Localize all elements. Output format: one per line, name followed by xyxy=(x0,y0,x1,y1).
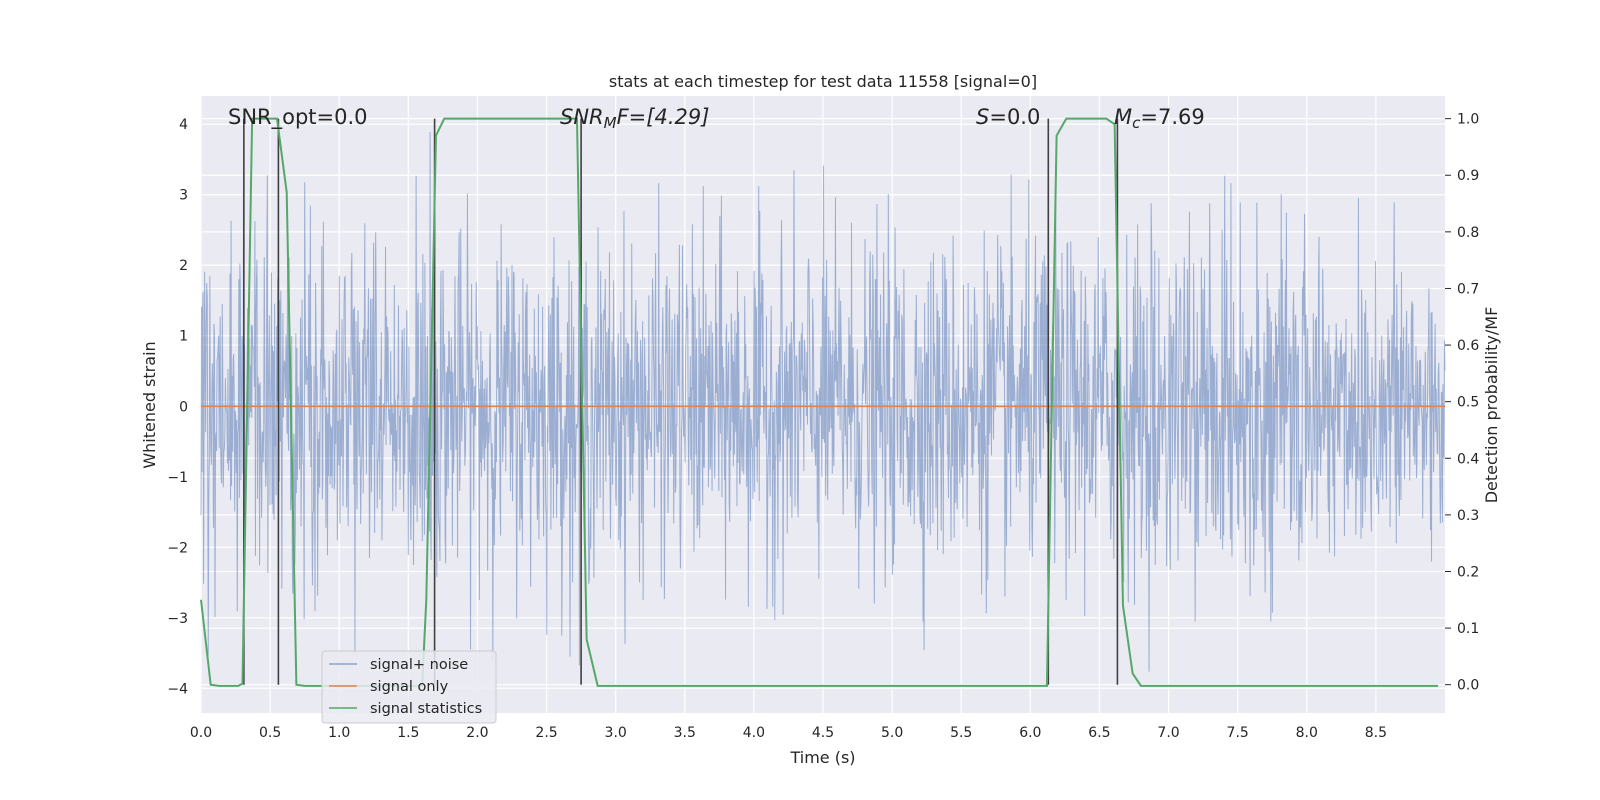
x-tick-label: 8.5 xyxy=(1365,725,1387,741)
x-axis-ticks: 0.0 0.5 1.0 1.5 2.0 2.5 3.0 3.5 4.0 4.5 5.0 5.5 6.0 6… xyxy=(190,725,1387,741)
y2-tick-label: 0.0 xyxy=(1457,678,1479,694)
y-tick-label: 3 xyxy=(179,188,188,204)
annotation-snr-mf-sub: M xyxy=(604,114,617,132)
x-tick-label: 3.5 xyxy=(674,725,696,741)
annotation-snr-mf-rest: F=[4.29] xyxy=(617,105,710,129)
legend: signal+ noise signal only signal statist… xyxy=(321,650,497,724)
y-tick-label: −3 xyxy=(167,611,188,627)
x-axis-label: Time (s) xyxy=(789,748,855,767)
x-tick-label: 1.5 xyxy=(397,725,419,741)
x-tick-label: 5.5 xyxy=(950,725,972,741)
y2-tick-label: 0.3 xyxy=(1457,508,1479,524)
y-tick-label: 2 xyxy=(179,258,188,274)
y-axis-label: Whitened strain xyxy=(140,341,159,468)
y2-tick-label: 0.9 xyxy=(1457,168,1479,184)
x-tick-label: 7.5 xyxy=(1227,725,1249,741)
y2-tick-label: 0.1 xyxy=(1457,621,1479,637)
series-signal-statistics xyxy=(200,117,1439,687)
x-tick-label: 5.0 xyxy=(881,725,903,741)
y-tick-label: 0 xyxy=(179,399,188,415)
y2-axis-ticks: 1.0 0.9 0.8 0.7 0.6 0.5 0.4 0.3 0.2 0.1 0.0 xyxy=(1445,112,1479,694)
series-signal-noise xyxy=(200,131,1446,672)
y-tick-label: −4 xyxy=(167,681,188,697)
x-tick-label: 0.5 xyxy=(259,725,281,741)
chart-title: stats at each timestep for test data 115… xyxy=(609,72,1037,91)
annotation-s: S=0.0 xyxy=(976,105,1040,129)
noise-line xyxy=(200,131,1446,672)
x-tick-label: 4.5 xyxy=(812,725,834,741)
signal-statistics-line xyxy=(200,117,1439,687)
annotation-s-rest: =0.0 xyxy=(989,105,1040,129)
y2-tick-label: 0.2 xyxy=(1457,564,1479,580)
y2-tick-label: 0.6 xyxy=(1457,338,1479,354)
annotation-snr-mf: SNRMF=[4.29] xyxy=(560,105,709,132)
annotation-snr-opt: SNR_opt=0.0 xyxy=(228,105,368,130)
x-tick-label: 3.0 xyxy=(605,725,627,741)
y-tick-label: 1 xyxy=(179,329,188,345)
annotation-mc-sub: c xyxy=(1132,114,1141,132)
y-tick-label: 4 xyxy=(179,117,188,133)
annotation-mc: Mc=7.69 xyxy=(1114,105,1205,132)
legend-box xyxy=(321,650,497,724)
x-tick-label: 1.0 xyxy=(328,725,350,741)
x-tick-label: 8.0 xyxy=(1296,725,1318,741)
y-tick-label: −2 xyxy=(167,540,188,556)
x-tick-label: 0.0 xyxy=(190,725,212,741)
y2-tick-label: 0.5 xyxy=(1457,395,1479,411)
y-tick-label: −1 xyxy=(167,470,188,486)
x-tick-label: 7.0 xyxy=(1157,725,1179,741)
annotation-snr-mf-main: SNR xyxy=(560,105,604,129)
legend-label-signal-only: signal only xyxy=(370,679,449,695)
annotation-mc-rest: =7.69 xyxy=(1140,105,1204,129)
x-tick-label: 4.0 xyxy=(743,725,765,741)
annotation-mc-main: M xyxy=(1114,105,1132,129)
x-tick-label: 2.0 xyxy=(466,725,488,741)
legend-label-signal-statistics: signal statistics xyxy=(370,701,482,717)
y-axis-ticks: 4 3 2 1 0 −1 −2 −3 −4 xyxy=(167,117,188,697)
y2-tick-label: 0.4 xyxy=(1457,451,1479,467)
x-tick-label: 6.0 xyxy=(1019,725,1041,741)
y2-tick-label: 0.8 xyxy=(1457,225,1479,241)
legend-label-signal-noise: signal+ noise xyxy=(370,657,468,673)
y2-tick-label: 1.0 xyxy=(1457,112,1479,128)
x-tick-label: 6.5 xyxy=(1088,725,1110,741)
y2-axis-label: Detection probability/MF xyxy=(1482,307,1501,504)
y2-tick-label: 0.7 xyxy=(1457,281,1479,297)
annotation-s-main: S xyxy=(976,105,989,129)
x-tick-label: 2.5 xyxy=(535,725,557,741)
